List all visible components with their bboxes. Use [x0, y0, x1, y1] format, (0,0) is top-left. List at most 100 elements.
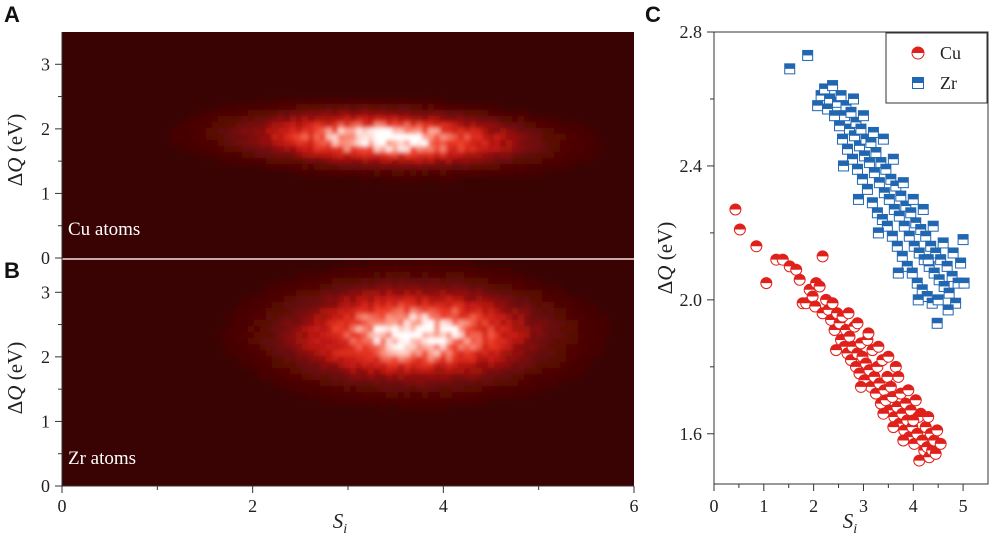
heatmap-b-cell — [320, 272, 327, 279]
legend-cu-marker — [911, 46, 925, 60]
heatmap-b-cell — [524, 290, 531, 297]
heatmap-b-cell — [584, 302, 591, 309]
heatmap-b-cell — [458, 296, 465, 303]
heatmap-b-cell — [386, 362, 393, 369]
heatmap-a-cell — [338, 110, 345, 117]
heatmap-a-cell — [494, 110, 501, 117]
marker-fill — [817, 250, 829, 257]
heatmap-a-cell — [296, 128, 303, 135]
marker-fill — [864, 157, 875, 163]
heatmap-b-cell — [398, 332, 405, 339]
heatmap-a-cell — [278, 122, 285, 129]
heatmap-b-cell — [512, 320, 519, 327]
heatmap-b-cell — [410, 368, 417, 375]
heatmap-b-cell — [398, 314, 405, 321]
heatmap-b-cell — [404, 326, 411, 333]
zr-point — [861, 183, 873, 195]
heatmap-a-cell — [392, 164, 399, 171]
marker-fill — [916, 434, 928, 441]
heatmap-b-cell — [428, 320, 435, 327]
heatmap-a-cell — [386, 152, 393, 159]
heatmap-a-cell — [422, 140, 429, 147]
heatmap-b-cell — [536, 356, 543, 363]
heatmap-b-cell — [254, 350, 261, 357]
heatmap-a-cell — [308, 122, 315, 129]
heatmap-a-cell — [410, 110, 417, 117]
heatmap-a-cell — [512, 140, 519, 147]
heatmap-b-cell — [530, 278, 537, 285]
heatmap-b-cell — [236, 350, 243, 357]
heatmap-b-cell — [560, 362, 567, 369]
heatmap-b-cell — [494, 314, 501, 321]
heatmap-b-cell — [314, 356, 321, 363]
heatmap-b-cell — [542, 332, 549, 339]
heatmap-a-cell — [404, 176, 411, 183]
zr-point — [867, 126, 879, 138]
marker-fill — [790, 264, 802, 270]
heatmap-a-cell — [446, 110, 453, 117]
heatmap-a-cell — [326, 116, 333, 123]
heatmap-b-cell — [356, 272, 363, 279]
heatmap-a-cell — [302, 140, 309, 147]
heatmap-b-cell — [302, 308, 309, 315]
marker-fill — [854, 140, 865, 146]
heatmap-b-cell — [560, 344, 567, 351]
heatmap-a-cell — [350, 140, 357, 147]
heatmap-b-cell — [476, 278, 483, 285]
heatmap-b-cell — [266, 332, 273, 339]
heatmap-a-cell — [218, 152, 225, 159]
heatmap-b-cell — [248, 356, 255, 363]
heatmap-b-cell — [308, 392, 315, 399]
heatmap-b-cell — [590, 332, 597, 339]
heatmap-a-cell — [362, 140, 369, 147]
heatmap-a-cell — [194, 134, 201, 141]
heatmap-b-cell — [410, 362, 417, 369]
heatmap-a-cell — [590, 152, 597, 159]
heatmap-b-cell — [494, 356, 501, 363]
heatmap-b-cell — [338, 290, 345, 297]
heatmap-a-cell — [362, 116, 369, 123]
heatmap-b-cell — [332, 308, 339, 315]
heatmap-b-cell — [518, 284, 525, 291]
heatmap-b-cell — [404, 272, 411, 279]
zr-point — [851, 163, 863, 175]
heatmap-b-cell — [422, 398, 429, 405]
heatmap-a-cell — [320, 170, 327, 177]
heatmap-b-cell — [302, 356, 309, 363]
heatmap-b-cell — [410, 314, 417, 321]
heatmap-a-cell — [572, 158, 579, 165]
heatmap-b-cell — [350, 398, 357, 405]
heatmap-a-cell — [206, 146, 213, 153]
heatmap-b-cell — [344, 380, 351, 387]
heatmap-a-cell — [380, 134, 387, 141]
heatmap-b-cell — [338, 392, 345, 399]
heatmap-a-cell — [494, 170, 501, 177]
heatmap-b-cell — [434, 296, 441, 303]
heatmap-b-cell — [230, 320, 237, 327]
heatmap-b-cell — [500, 374, 507, 381]
heatmap-a-cell — [182, 140, 189, 147]
heatmap-b-cell — [362, 278, 369, 285]
heatmap-b-cell — [494, 278, 501, 285]
heatmap-b-cell — [452, 278, 459, 285]
heatmap-b-cell — [350, 320, 357, 327]
heatmap-b-cell — [404, 404, 411, 411]
heatmap-b-cell — [314, 344, 321, 351]
heatmap-a-cell — [290, 98, 297, 105]
heatmap-b-cell — [464, 314, 471, 321]
heatmap-b-cell — [392, 290, 399, 297]
heatmap-b-cell — [314, 284, 321, 291]
heatmap-a-cell — [452, 122, 459, 129]
heatmap-b-cell — [422, 272, 429, 279]
heatmap-a-cell — [482, 146, 489, 153]
heatmap-b-cell — [500, 380, 507, 387]
heatmap-b-cell — [566, 362, 573, 369]
heatmap-b-cell — [428, 368, 435, 375]
heatmap-b-cell — [302, 284, 309, 291]
marker-fill — [894, 211, 905, 217]
heatmap-b-cell — [344, 296, 351, 303]
heatmap-a-cell — [386, 104, 393, 111]
cu-point — [913, 454, 926, 467]
cu-point — [882, 350, 895, 363]
heatmap-a-cell — [488, 158, 495, 165]
